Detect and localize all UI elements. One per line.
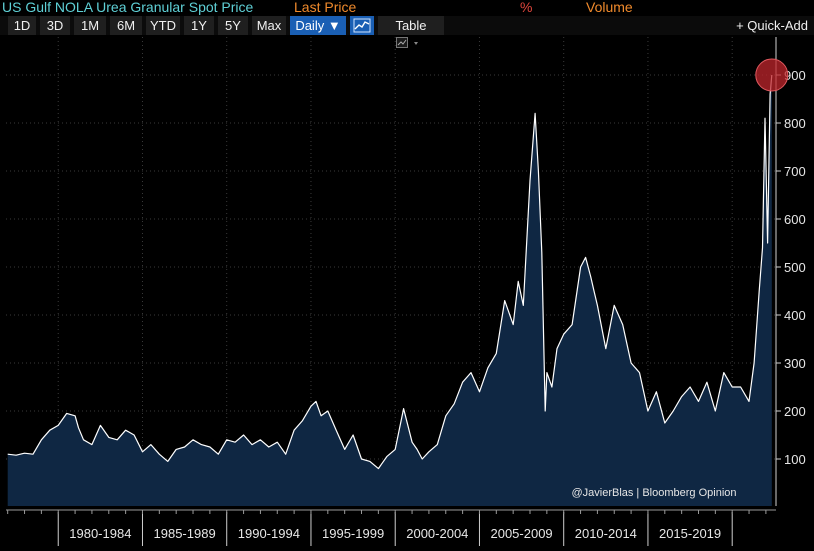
- x-category-label: 2005-2009: [490, 526, 552, 541]
- y-tick-label: 900: [784, 68, 806, 83]
- x-category-label: 2000-2004: [406, 526, 468, 541]
- chart-toolbar: 1D 3D 1M 6M YTD 1Y 5Y Max Daily ▼ Table …: [0, 16, 814, 35]
- range-1d-button[interactable]: 1D: [8, 16, 36, 35]
- y-tick-label: 300: [784, 356, 806, 371]
- y-axis: 100 200 300 400 500 600 700 800 900: [775, 37, 806, 506]
- range-3d-button[interactable]: 3D: [40, 16, 70, 35]
- range-ytd-button[interactable]: YTD: [146, 16, 180, 35]
- x-category-label: 2015-2019: [659, 526, 721, 541]
- y-tick-label: 700: [784, 164, 806, 179]
- x-category-label: 1985-1989: [154, 526, 216, 541]
- price-line: [7, 74, 773, 470]
- range-1y-button[interactable]: 1Y: [184, 16, 214, 35]
- grid: [6, 37, 776, 506]
- range-1m-button[interactable]: 1M: [74, 16, 106, 35]
- credit-text: @JavierBlas | Bloomberg Opinion: [571, 487, 736, 499]
- chart-title: US Gulf NOLA Urea Granular Spot Price: [2, 0, 254, 15]
- quick-add-button[interactable]: + Quick-Add: [736, 18, 808, 33]
- y-tick-label: 500: [784, 260, 806, 275]
- table-button[interactable]: Table: [378, 16, 444, 35]
- x-category-label: 2010-2014: [575, 526, 637, 541]
- legend-last-price[interactable]: Last Price: [294, 0, 357, 15]
- legend-volume[interactable]: Volume: [586, 0, 633, 15]
- chevron-down-icon: [414, 42, 418, 45]
- price-area: [7, 75, 772, 506]
- legend-percent[interactable]: %: [520, 0, 533, 15]
- range-5y-button[interactable]: 5Y: [218, 16, 248, 35]
- line-chart-icon-glyph: [353, 18, 371, 33]
- y-tick-label: 100: [784, 452, 806, 467]
- chart-legend: US Gulf NOLA Urea Granular Spot Price La…: [0, 0, 814, 16]
- chart-style-dropdown[interactable]: [396, 37, 422, 49]
- x-category-label: 1990-1994: [238, 526, 300, 541]
- line-chart-icon[interactable]: [350, 16, 374, 35]
- y-tick-label: 200: [784, 404, 806, 419]
- y-tick-label: 400: [784, 308, 806, 323]
- last-price-marker: [755, 58, 789, 92]
- x-axis: 1980-1984 1985-1989 1990-1994 1995-1999 2000…: [6, 509, 776, 546]
- x-category-label: 1995-1999: [322, 526, 384, 541]
- range-max-button[interactable]: Max: [252, 16, 286, 35]
- range-6m-button[interactable]: 6M: [110, 16, 142, 35]
- frequency-dropdown[interactable]: Daily ▼: [290, 16, 346, 35]
- y-tick-label: 600: [784, 212, 806, 227]
- y-tick-label: 800: [784, 116, 806, 131]
- x-category-label: 1980-1984: [69, 526, 131, 541]
